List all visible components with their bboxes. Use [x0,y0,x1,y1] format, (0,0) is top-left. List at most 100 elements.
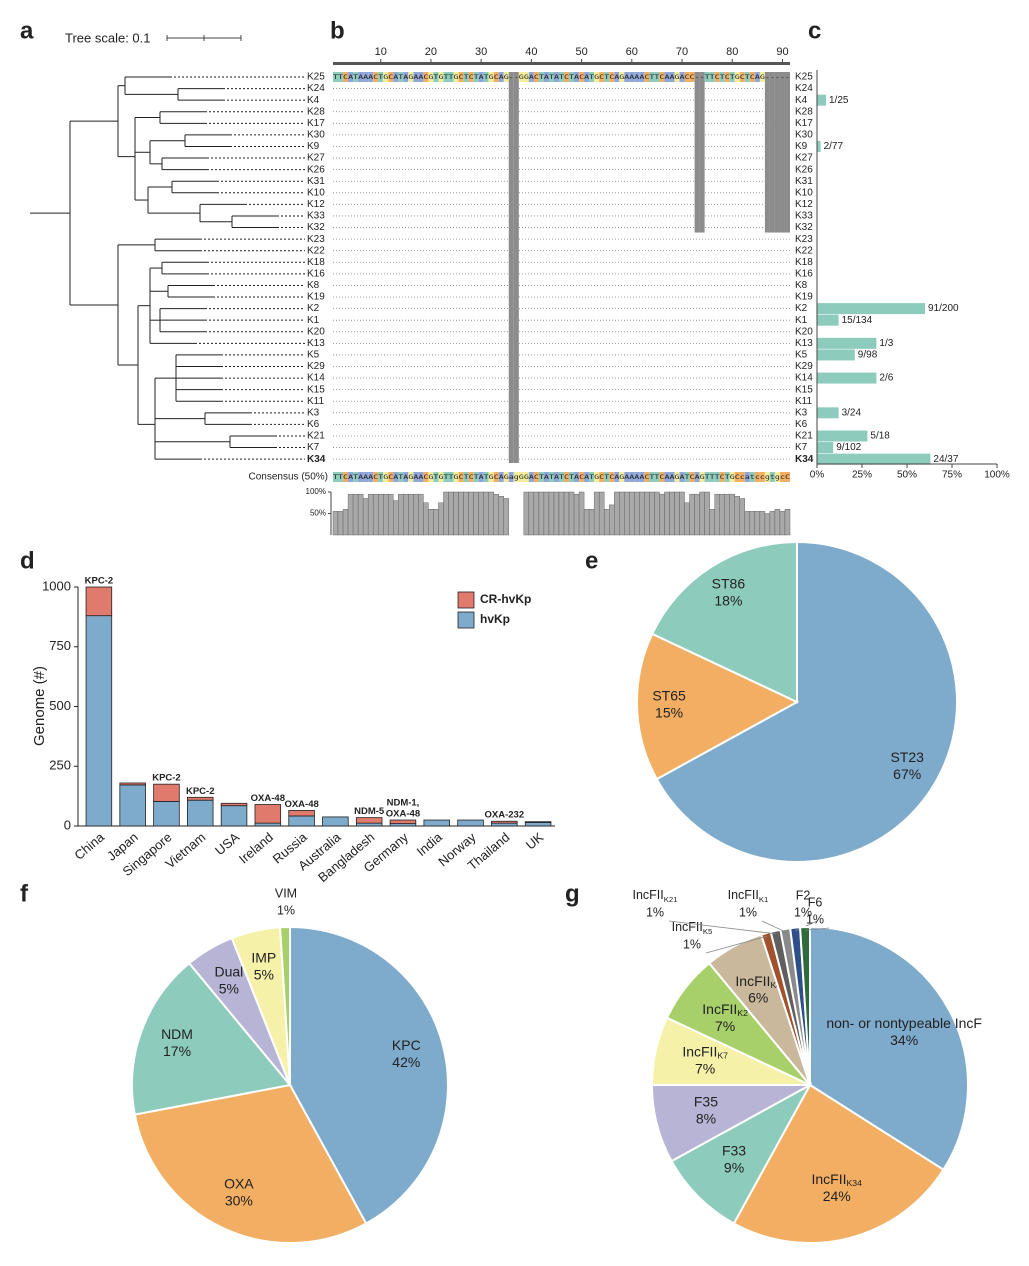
base-cell [624,472,630,482]
conservation-bar [669,491,675,536]
slice-value-label: 1% [739,905,757,919]
bar-segment [119,782,146,786]
x-tick-label: 0% [810,470,825,481]
base-cell [463,72,469,82]
conservation-bar [403,493,409,536]
bar [817,430,868,442]
conservation-bar [694,493,700,536]
legend-swatch [457,591,475,609]
leaf-label: K18 [307,257,325,268]
base-cell [433,472,439,482]
base-cell [674,472,680,482]
slice-label: ST23 [890,749,924,765]
x-tick-label: 90 [776,46,788,58]
bar-value-label: 15/134 [842,315,873,326]
conservation-bar [714,493,720,536]
base-cell [533,72,539,82]
leaf-label: K5 [307,350,320,361]
bar-segment [491,822,518,827]
base-cell [478,72,484,82]
base-cell [584,72,590,82]
leaf-label: K11 [307,396,324,407]
alignment-axis-band [333,62,790,65]
slice-value-label: 17% [163,1043,191,1059]
row-label: K16 [795,269,813,280]
base-cell [423,72,429,82]
slice-label-name: IncFII [672,920,703,934]
x-tick-label: 10 [375,46,387,58]
gap-column [508,72,514,463]
conservation-bar [704,491,710,536]
base-cell [609,472,615,482]
base-cell [619,472,625,482]
conservation-bar [779,511,786,536]
pie-slice [732,1083,945,1244]
slice-label: IncFIIK4 [735,973,781,991]
bar-segment [524,822,552,827]
bar-annotation: OXA-48 [284,799,318,810]
bar-segment [389,819,417,825]
bar-value-label: 3/24 [842,407,862,418]
base-cell [594,472,600,482]
conservation-bar [759,511,766,536]
base-cell [423,472,429,482]
base-cell [644,472,650,482]
base-cell [779,472,785,482]
base-cell [604,472,610,482]
base-cell [448,72,454,82]
base-cell [458,472,464,482]
conservation-bar [372,493,379,536]
leaf-label: K21 [307,431,325,442]
base-cell [574,472,580,482]
slice-label: F33 [722,1143,746,1159]
base-cell [438,72,444,82]
base-cell [734,72,740,82]
row-label: K25 [795,72,813,83]
conservation-bar [593,491,600,536]
row-label: K1 [795,315,808,326]
x-tick-label: China [71,829,107,863]
conservation-bar [528,491,535,536]
conservation-bar [629,491,635,536]
bar-segment [220,802,248,807]
conservation-bar [488,491,494,536]
base-cell [358,472,364,482]
base-cell [378,472,384,482]
base-cell [553,472,559,482]
base-cell [478,472,484,482]
base-cell [689,472,695,482]
bar-segment [423,819,450,827]
base-cell [754,472,760,482]
conservation-bar [423,502,429,536]
base-cell [749,472,755,482]
base-cell [513,472,519,482]
base-cell [589,72,595,82]
base-cell [744,72,750,82]
slice-label-subscript: K2 [737,1008,748,1018]
conservation-bar [709,509,715,536]
row-label: K32 [795,222,813,233]
conservation-bar [342,509,349,536]
base-cell [508,472,514,482]
leaf-label: K19 [307,292,325,303]
slice-label-name: IncFII [811,1171,846,1187]
base-cell [664,472,670,482]
base-cell [704,472,710,482]
conservation-bar [639,491,645,536]
slice-label-subscript: K4 [770,980,781,990]
conservation-bar [749,511,756,536]
base-cell [629,472,635,482]
base-cell [749,72,755,82]
conservation-bar [352,493,359,536]
row-label: K30 [795,130,813,141]
bar-value-label: 91/200 [928,303,959,314]
base-cell [719,472,725,482]
row-label: K5 [795,350,808,361]
conservation-bar [614,491,620,536]
leaf-label: K2 [307,303,320,314]
base-cell [564,72,570,82]
bar-value-label: 1/3 [879,338,893,349]
leaf-label: K1 [307,315,320,326]
conservation-bar [644,491,650,536]
